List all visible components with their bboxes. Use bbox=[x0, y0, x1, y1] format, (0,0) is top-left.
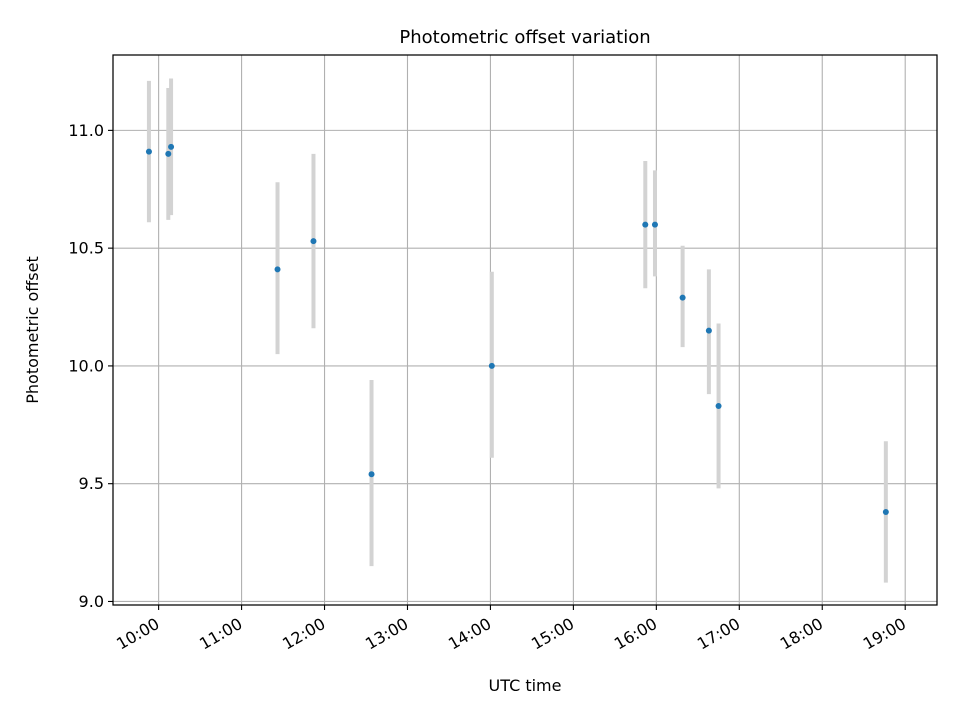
data-point bbox=[310, 238, 317, 245]
chart-title: Photometric offset variation bbox=[399, 27, 650, 48]
data-point bbox=[642, 221, 649, 228]
y-tick-label: 10.0 bbox=[68, 356, 104, 375]
data-point bbox=[715, 402, 722, 409]
y-tick-label: 11.0 bbox=[68, 121, 104, 140]
y-tick-label: 10.5 bbox=[68, 239, 104, 258]
data-point bbox=[145, 148, 152, 155]
data-point bbox=[488, 362, 495, 369]
x-axis-title: UTC time bbox=[489, 676, 562, 695]
axes-frame bbox=[112, 54, 938, 606]
data-point bbox=[651, 221, 658, 228]
data-point bbox=[368, 471, 375, 478]
data-point bbox=[882, 508, 889, 515]
data-point bbox=[274, 266, 281, 273]
y-axis-title: Photometric offset bbox=[23, 256, 42, 404]
data-point bbox=[705, 327, 712, 334]
y-tick-label: 9.5 bbox=[79, 474, 104, 493]
y-tick-label: 9.0 bbox=[79, 592, 104, 611]
data-point bbox=[168, 143, 175, 150]
data-points bbox=[145, 143, 889, 515]
data-point bbox=[679, 294, 686, 301]
data-point bbox=[165, 150, 172, 157]
